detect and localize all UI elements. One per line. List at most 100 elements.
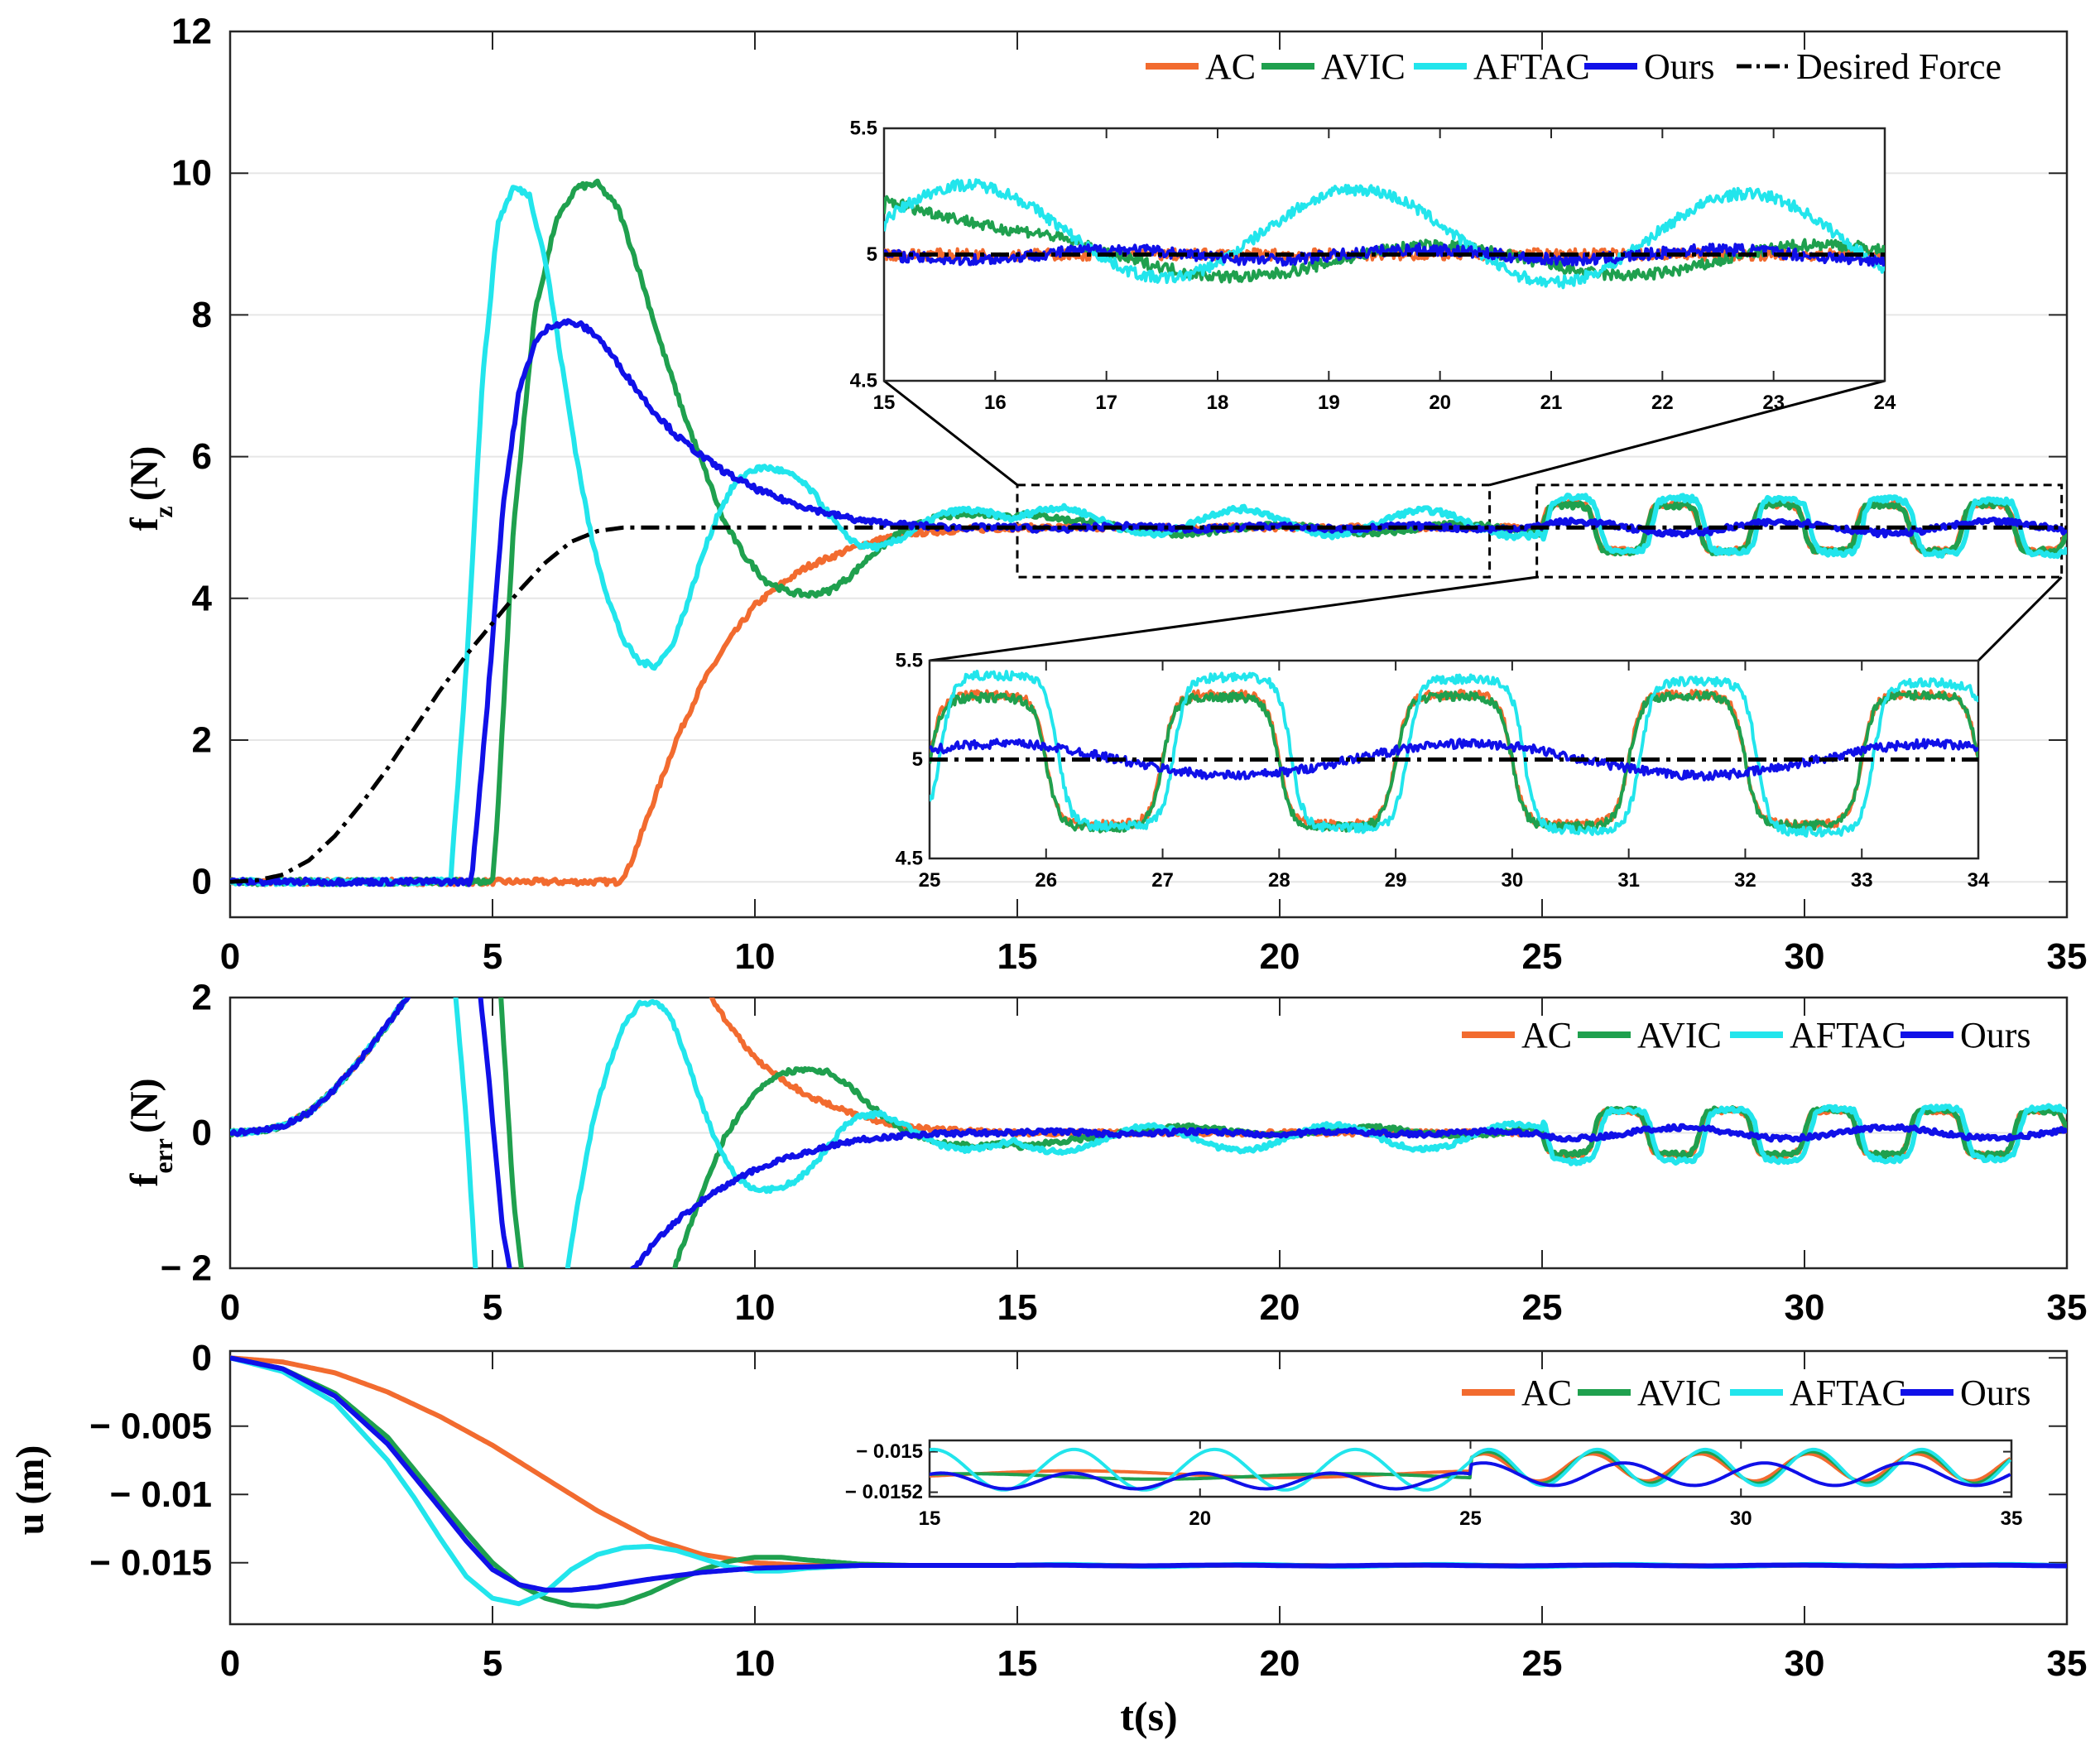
inset1-panel-ytick-label-1: 5 (867, 243, 877, 266)
disp-panel-ytick-label-1: − 0.005 (89, 1406, 212, 1446)
disp-panel-plot-area (230, 1355, 2067, 1609)
inset2-panel-xtick-label-1: 26 (1035, 869, 1057, 892)
inset2-series-aftac (930, 670, 1978, 838)
force-panel-xtick-label-0: 0 (220, 936, 240, 977)
inset1-panel-xtick-label-8: 23 (1762, 392, 1785, 414)
error-panel-xtick-label-4: 20 (1260, 1287, 1300, 1328)
inset3-panel-xtick-label-0: 15 (919, 1507, 941, 1530)
force-panel-ytick-label-6: 12 (171, 12, 212, 52)
inset1-panel-xtick-label-0: 15 (873, 392, 896, 414)
force-ylabel: fz (N) (123, 446, 178, 531)
inset2-connector-right (1977, 576, 2063, 662)
inset2-panel-xtick-label-5: 30 (1502, 869, 1524, 892)
inset2-panel-xtick-label-2: 27 (1151, 869, 1174, 892)
inset2-panel-xtick-label-8: 33 (1851, 869, 1873, 892)
disp-panel-xtick-label-4: 20 (1260, 1643, 1300, 1684)
inset3-panel-xtick-label-2: 25 (1459, 1507, 1482, 1530)
disp-panel-xtick-label-3: 15 (997, 1643, 1038, 1684)
inset1-panel-ytick-label-2: 5.5 (850, 118, 877, 140)
error-ylabel: ferr (N) (123, 1078, 178, 1186)
inset3-panel-ytick-label-0: − 0.015 (856, 1440, 923, 1463)
error-panel-ytick-label-0: − 2 (161, 1248, 212, 1289)
inset3-panel-xtick-label-1: 20 (1189, 1507, 1211, 1530)
force-panel-plot-area (230, 178, 2067, 887)
inset3-series-aftac (930, 1447, 2011, 1492)
inset2-panel-xtick-label-0: 25 (919, 869, 941, 892)
inset1-panel-ytick-label-0: 4.5 (850, 370, 877, 392)
inset1-panel-xtick-label-1: 16 (984, 392, 1007, 414)
inset3-series-ours (930, 1461, 2011, 1491)
error-panel-ytick-label-2: 2 (192, 978, 212, 1018)
force-panel-ytick-label-1: 2 (192, 720, 212, 761)
force-series-aftac (230, 185, 2067, 887)
legend-label-ours: Ours (1960, 1373, 2031, 1413)
disp-panel-frame (228, 1349, 2069, 1626)
disp-xlabel: t(s) (1120, 1693, 1177, 1739)
error-ylabel-main: f (123, 1173, 166, 1187)
force-panel-xtick-label-6: 30 (1785, 936, 1825, 977)
force-ylabel-sub: z (148, 506, 178, 517)
force-panel-xtick-label-2: 10 (735, 936, 776, 977)
disp-series-ours (230, 1355, 2067, 1593)
error-panel-xtick-label-3: 15 (997, 1287, 1038, 1328)
disp-panel-ytick-label-0: 0 (192, 1338, 212, 1378)
force-panel-ytick-label-4: 8 (192, 295, 212, 335)
error-panel-xtick-label-2: 10 (735, 1287, 776, 1328)
force-panel-xtick-label-5: 25 (1522, 936, 1563, 977)
legend-label-desired-force: Desired Force (1796, 46, 2001, 87)
inset1-panel-xtick-label-3: 18 (1207, 392, 1229, 414)
error-panel-xtick-label-7: 35 (2047, 1287, 2088, 1328)
inset3-panel-plot-area (930, 1447, 2011, 1492)
inset1-panel-xtick-label-7: 22 (1651, 392, 1674, 414)
disp-panel-xtick-label-6: 30 (1785, 1643, 1825, 1684)
inset2-panel-xtick-label-4: 29 (1385, 869, 1407, 892)
disp-ylabel-main: u (8, 1513, 52, 1536)
inset1-panel-xtick-label-2: 17 (1095, 392, 1117, 414)
legend-label-ac: AC (1205, 46, 1256, 87)
inset3-panel-xtick-label-4: 35 (2001, 1507, 2023, 1530)
inset2-panel-plot-area (930, 670, 1978, 838)
inset2-connector-left (929, 575, 1537, 662)
force-panel-xtick-label-3: 15 (997, 936, 1038, 977)
error-ylabel-sub: err (148, 1138, 178, 1174)
inset3-panel-ytick-label-1: − 0.0152 (845, 1481, 923, 1503)
disp-panel-xtick-label-7: 35 (2047, 1643, 2088, 1684)
error-panel-xtick-label-1: 5 (483, 1287, 502, 1328)
disp-panel-ytick-label-3: − 0.015 (89, 1542, 212, 1583)
error-series-aftac (230, 998, 2067, 1268)
error-panel-xtick-label-6: 30 (1785, 1287, 1825, 1328)
legend-label-avic: AVIC (1321, 46, 1406, 87)
legend-label-ac: AC (1521, 1015, 1572, 1055)
legend-label-aftac: AFTAC (1790, 1373, 1906, 1413)
error-series-ours (230, 998, 2067, 1268)
disp-ylabel-unit: (m) (8, 1445, 52, 1505)
disp-panel-xtick-label-0: 0 (220, 1643, 240, 1684)
force-panel-ytick-label-0: 0 (192, 862, 212, 902)
legend-label-avic: AVIC (1637, 1015, 1722, 1055)
force-ylabel-unit: (N) (123, 446, 166, 502)
force-series-desired-force (230, 525, 2067, 884)
inset2-panel-ytick-label-0: 4.5 (896, 848, 923, 870)
legend-label-aftac: AFTAC (1473, 46, 1590, 87)
force-panel-ytick-label-5: 10 (171, 153, 212, 194)
inset2-panel-xtick-label-7: 32 (1734, 869, 1756, 892)
inset1-panel-xtick-label-9: 24 (1874, 392, 1896, 414)
inset2-panel-xtick-label-6: 31 (1617, 869, 1640, 892)
inset1-connector-right (1489, 379, 1886, 487)
legend-label-aftac: AFTAC (1790, 1015, 1906, 1055)
inset2-panel-ytick-label-1: 5 (912, 748, 923, 771)
force-panel-ytick-label-3: 6 (192, 436, 212, 477)
disp-panel-xtick-label-1: 5 (483, 1643, 502, 1684)
disp-panel-xtick-label-2: 10 (735, 1643, 776, 1684)
inset1-connector-left (883, 379, 1018, 487)
inset1-panel-xtick-label-6: 21 (1540, 392, 1563, 414)
error-panel-xtick-label-5: 25 (1522, 1287, 1563, 1328)
legend-label-ours: Ours (1960, 1015, 2031, 1055)
error-panel-ytick-label-1: 0 (192, 1113, 212, 1153)
legend-label-ours: Ours (1644, 46, 1715, 87)
inset1-panel-xtick-label-5: 20 (1429, 392, 1451, 414)
inset1-series-aftac (884, 178, 1885, 290)
disp-panel-ytick-label-2: − 0.01 (109, 1474, 212, 1515)
force-panel-ytick-label-2: 4 (192, 578, 213, 618)
